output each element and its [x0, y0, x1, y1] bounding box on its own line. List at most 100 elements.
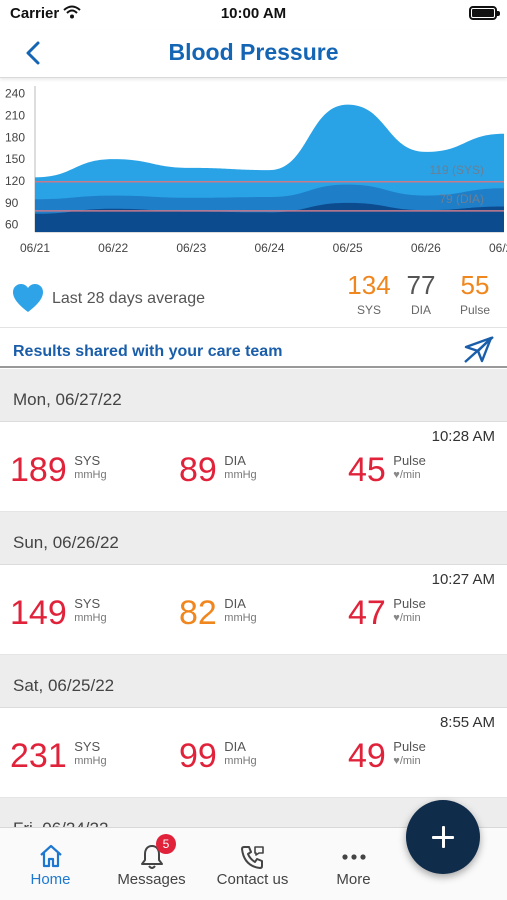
status-bar: Carrier 10:00 AM [0, 0, 507, 30]
y-tick-label: 240 [5, 87, 25, 101]
unit-label: mmHg [224, 755, 257, 767]
y-tick-label: 150 [5, 152, 25, 166]
per-min-label: /min [399, 612, 421, 624]
phone-icon [240, 844, 266, 875]
home-icon [38, 844, 64, 873]
reference-label-0: 119 (SYS) [430, 163, 484, 177]
battery-icon [469, 6, 500, 20]
y-tick-label: 60 [5, 218, 19, 232]
heart-icon [12, 284, 44, 319]
tab-label: More [336, 871, 371, 888]
y-tick-label: 210 [5, 108, 25, 122]
dia-label: DIA [224, 453, 246, 468]
heart-small-icon: ♥ [393, 755, 400, 767]
pulse-value: 47 [348, 594, 386, 632]
sys-value: 189 [10, 451, 67, 489]
chart-svg: 119 (SYS) 79 (DIA) 240 210 180 150 120 90 60 06/2… [5, 86, 507, 255]
heart-small-icon: ♥ [393, 612, 400, 624]
pulse-metric: 49 Pulse ♥/min [348, 736, 426, 776]
series-area-2 [35, 202, 504, 232]
sys-metric: 149 SYS mmHg [10, 593, 107, 633]
y-tick-label: 90 [5, 196, 19, 210]
add-reading-button[interactable] [406, 800, 480, 874]
day-header: Sun, 06/26/22 [0, 512, 507, 565]
pulse-label: Pulse [393, 739, 426, 754]
share-off-icon[interactable] [463, 335, 495, 368]
x-tick-label: 06/24 [254, 241, 284, 255]
tab-messages[interactable]: 5 Messages [101, 828, 202, 900]
carrier-label: Carrier [10, 5, 60, 22]
average-sys: 134 SYS [341, 270, 397, 317]
pulse-label: Pulse [393, 453, 426, 468]
average-pulse: 55 Pulse [447, 270, 503, 317]
sys-label: SYS [74, 739, 101, 754]
pulse-value: 49 [348, 737, 386, 775]
unit-label: mmHg [74, 755, 107, 767]
average-dia: 77 DIA [393, 270, 449, 317]
tab-more[interactable]: More [303, 828, 404, 900]
shared-label: Results shared with your care team [13, 343, 283, 360]
x-tick-label: 06/23 [176, 241, 206, 255]
tab-label: Contact us [216, 871, 289, 888]
shared-banner[interactable]: Results shared with your care team [0, 330, 507, 368]
dia-value: 82 [179, 594, 217, 632]
y-tick-label: 120 [5, 174, 25, 188]
message-count-badge: 5 [156, 834, 176, 854]
reading-row[interactable]: 10:27 AM 149 SYS mmHg 82 DIA mmHg 47 Pulse… [0, 565, 507, 655]
blood-pressure-chart[interactable]: 119 (SYS) 79 (DIA) 240 210 180 150 120 90 60 06/2… [0, 82, 507, 262]
dia-value: 99 [179, 737, 217, 775]
pulse-value: 45 [348, 451, 386, 489]
dia-metric: 99 DIA mmHg [179, 736, 257, 776]
page-title: Blood Pressure [168, 39, 339, 65]
y-tick-label: 180 [5, 130, 25, 144]
reading-row[interactable]: 10:28 AM 189 SYS mmHg 89 DIA mmHg 45 Pulse… [0, 422, 507, 512]
reading-row[interactable]: 8:55 AM 231 SYS mmHg 99 DIA mmHg 49 Pulse ♥… [0, 708, 507, 798]
dia-label: DIA [224, 596, 246, 611]
reading-time: 10:28 AM [431, 428, 495, 445]
dia-metric: 89 DIA mmHg [179, 450, 257, 490]
day-header: Mon, 06/27/22 [0, 369, 507, 422]
unit-label: mmHg [224, 469, 257, 481]
tab-contact-us[interactable]: Contact us [202, 828, 303, 900]
more-icon [341, 844, 367, 875]
average-pulse-label: Pulse [459, 303, 491, 317]
x-tick-label: 06/26 [411, 241, 441, 255]
average-dia-label: DIA [410, 303, 431, 317]
pulse-label: Pulse [393, 596, 426, 611]
pulse-metric: 45 Pulse ♥/min [348, 450, 426, 490]
nav-bar: Blood Pressure [0, 30, 507, 78]
pulse-metric: 47 Pulse ♥/min [348, 593, 426, 633]
average-dia-value: 77 [406, 270, 436, 300]
day-header-date: Fri, 06/24/22 [13, 819, 108, 827]
day-header-date: Sat, 06/25/22 [13, 676, 115, 695]
x-tick-label: 06/22 [98, 241, 128, 255]
per-min-label: /min [399, 469, 421, 481]
average-summary: Last 28 days average 134 SYS 77 DIA 55 P… [0, 266, 507, 328]
sys-metric: 189 SYS mmHg [10, 450, 107, 490]
average-sys-label: SYS [356, 303, 381, 317]
heart-small-icon: ♥ [393, 469, 400, 481]
unit-label: mmHg [74, 469, 107, 481]
tab-label: Messages [117, 871, 186, 888]
average-label: Last 28 days average [52, 290, 205, 307]
tab-home[interactable]: Home [0, 828, 101, 900]
clock: 10:00 AM [220, 5, 287, 22]
reading-time: 8:55 AM [439, 714, 495, 731]
day-header: Sat, 06/25/22 [0, 655, 507, 708]
back-button[interactable] [18, 38, 50, 70]
reference-label-1: 79 (DIA) [439, 192, 484, 206]
sys-label: SYS [74, 453, 101, 468]
sys-value: 149 [10, 594, 67, 632]
sys-value: 231 [10, 737, 67, 775]
average-pulse-value: 55 [460, 270, 490, 300]
unit-label: mmHg [224, 612, 257, 624]
unit-label: mmHg [74, 612, 107, 624]
day-header-date: Sun, 06/26/22 [13, 533, 119, 552]
reading-time: 10:27 AM [431, 571, 495, 588]
dia-value: 89 [179, 451, 217, 489]
sys-label: SYS [74, 596, 101, 611]
readings-list[interactable]: Mon, 06/27/22 10:28 AM 189 SYS mmHg 89 DI… [0, 369, 507, 827]
average-sys-value: 134 [347, 270, 391, 300]
sys-metric: 231 SYS mmHg [10, 736, 107, 776]
chevron-left-icon [26, 41, 40, 65]
